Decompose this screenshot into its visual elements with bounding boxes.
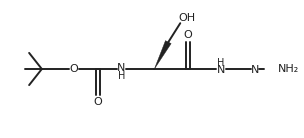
Text: OH: OH [179,13,196,23]
Text: N: N [217,65,225,75]
Text: N: N [117,63,126,73]
Polygon shape [154,41,171,69]
Text: O: O [69,64,78,74]
Text: N: N [251,65,259,75]
Text: H: H [118,71,125,81]
Text: O: O [184,30,193,40]
Text: O: O [93,97,102,107]
Text: NH₂: NH₂ [278,64,299,74]
Text: H: H [217,58,225,68]
